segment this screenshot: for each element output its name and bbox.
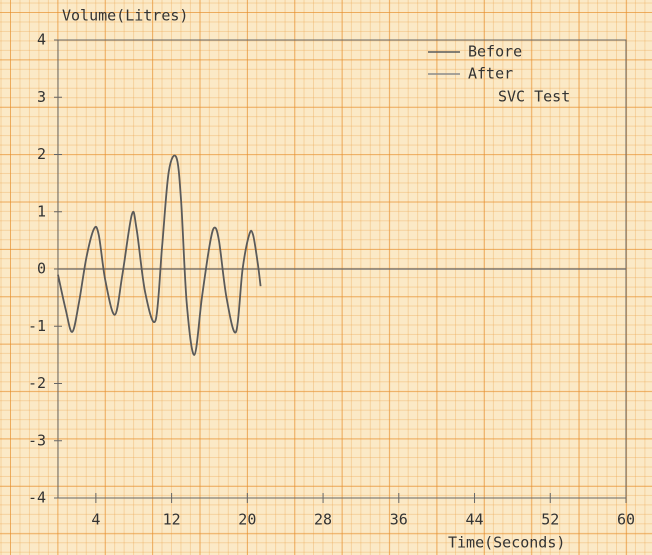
y-tick-label: -3 xyxy=(28,431,46,449)
data-line xyxy=(57,154,262,356)
legend-label: Before xyxy=(468,43,522,61)
y-tick-label: 1 xyxy=(37,202,46,220)
x-axis-label: Time(Seconds) xyxy=(448,534,565,552)
legend-label: After xyxy=(468,65,513,83)
y-tick-label: 2 xyxy=(37,145,46,163)
y-tick-label: 0 xyxy=(37,260,46,278)
x-tick-label: 28 xyxy=(314,511,332,529)
x-tick-label: 52 xyxy=(541,511,559,529)
x-tick-label: 60 xyxy=(617,511,635,529)
x-tick-label: 4 xyxy=(91,511,100,529)
annotation: SVC Test xyxy=(498,88,570,106)
y-tick-label: 3 xyxy=(37,88,46,106)
x-tick-label: 36 xyxy=(390,511,408,529)
y-tick-label: 4 xyxy=(37,31,46,49)
x-tick-label: 44 xyxy=(466,511,484,529)
y-tick-label: -1 xyxy=(28,317,46,335)
y-tick-label: -4 xyxy=(28,489,46,507)
x-tick-label: 20 xyxy=(238,511,256,529)
y-tick-label: -2 xyxy=(28,374,46,392)
x-tick-label: 12 xyxy=(163,511,181,529)
y-axis-label: Volume(Litres) xyxy=(62,7,188,25)
